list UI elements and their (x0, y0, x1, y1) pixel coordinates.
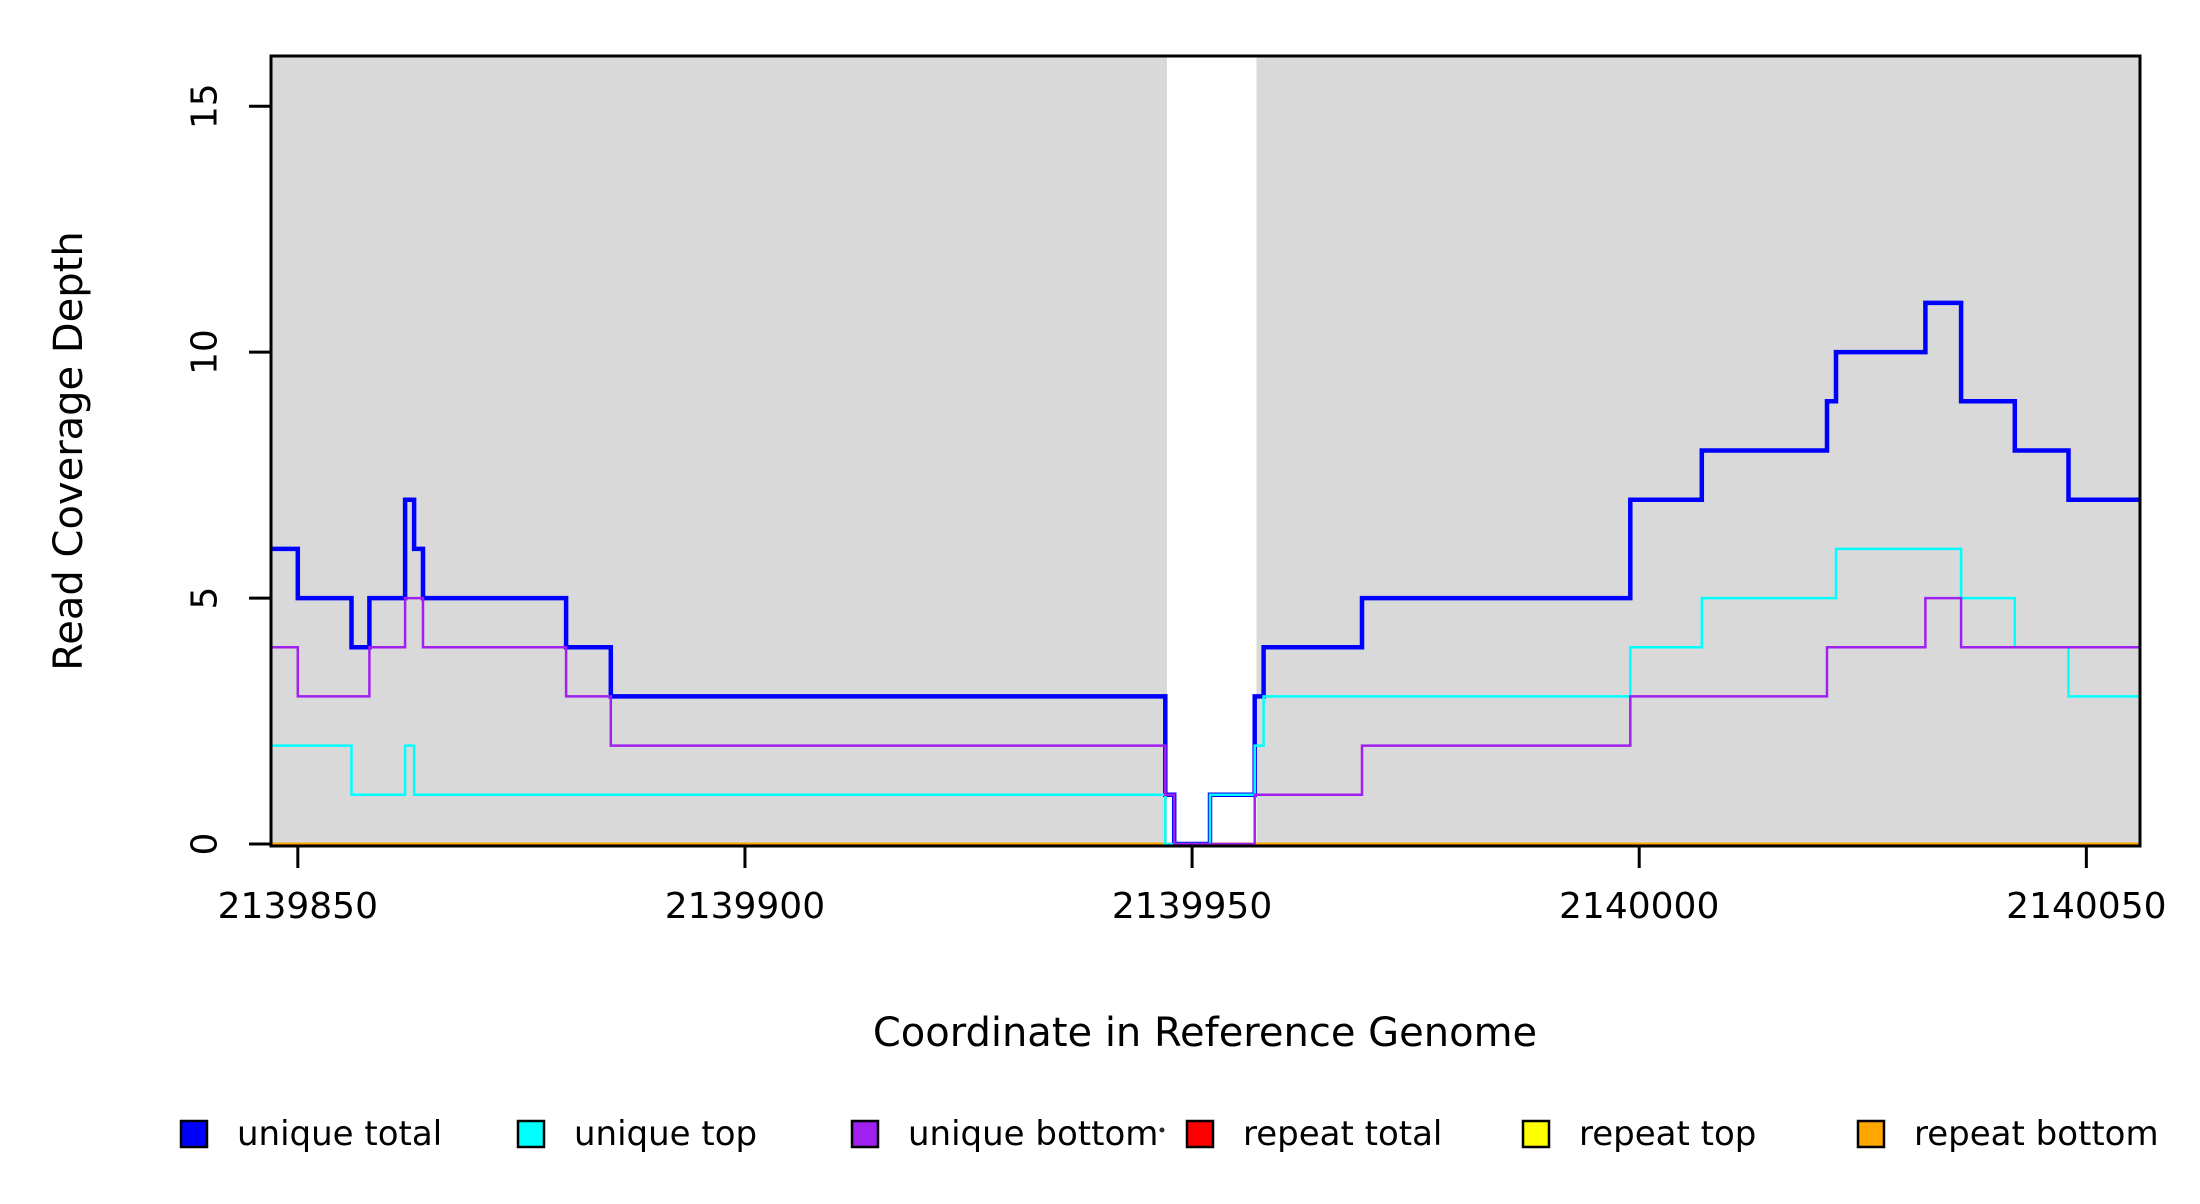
bg-region-shaded-right (1256, 56, 2140, 846)
legend-item-unique-total: unique total (179, 1114, 442, 1154)
y-tick-label: 5 (184, 587, 225, 610)
legend-label-repeat-bottom: repeat bottom (1914, 1114, 2159, 1154)
legend-label-repeat-total: repeat total (1243, 1114, 1442, 1154)
legend-swatch-repeat-bottom (1856, 1119, 1886, 1149)
legend-item-repeat-total: repeat total (1185, 1114, 1442, 1154)
legend-label-repeat-top: repeat top (1579, 1114, 1756, 1154)
legend-swatch-unique-bottom (850, 1119, 880, 1149)
bg-region-coverage-gap (1167, 56, 1257, 846)
x-tick-label: 2139900 (665, 886, 825, 927)
x-axis-title: Coordinate in Reference Genome (873, 1010, 1537, 1056)
plot-border (269, 54, 2142, 848)
legend-item-unique-top: unique top (516, 1114, 757, 1154)
y-tick-label: 15 (184, 83, 225, 129)
x-tick-label: 2140050 (2006, 886, 2166, 927)
series-unique-bottom (271, 596, 2140, 846)
legend-item-unique-bottom: unique bottom (850, 1114, 1158, 1154)
x-tick-label: 2139850 (218, 886, 378, 927)
legend-label-unique-bottom: unique bottom (908, 1114, 1158, 1154)
legend-swatch-repeat-total (1185, 1119, 1215, 1149)
legend: unique total unique top unique bottom repea… (179, 1114, 2159, 1154)
legend-item-repeat-bottom: repeat bottom (1856, 1114, 2159, 1154)
stray-mark (1159, 1127, 1165, 1133)
series-unique-top (271, 547, 2140, 846)
x-tick-label: 2139950 (1112, 886, 1272, 927)
bg-region-shaded-left (271, 56, 1168, 846)
legend-swatch-repeat-top (1521, 1119, 1551, 1149)
y-tick-label: 0 (185, 833, 226, 856)
legend-swatch-unique-top (516, 1119, 546, 1149)
background-regions (271, 56, 2140, 846)
x-tick-label: 2140000 (1559, 886, 1719, 927)
y-tick-label: 10 (185, 329, 226, 375)
x-axis: 2139850 2139900 2139950 2140000 2140050 (218, 846, 2167, 927)
series-lines (271, 300, 2140, 847)
y-axis-title: Read Coverage Depth (46, 231, 92, 670)
legend-label-unique-top: unique top (574, 1114, 757, 1154)
legend-swatch-unique-total (179, 1119, 209, 1149)
legend-item-repeat-top: repeat top (1521, 1114, 1756, 1154)
legend-label-unique-total: unique total (237, 1114, 442, 1154)
y-axis: 0 5 10 15 (184, 83, 271, 855)
